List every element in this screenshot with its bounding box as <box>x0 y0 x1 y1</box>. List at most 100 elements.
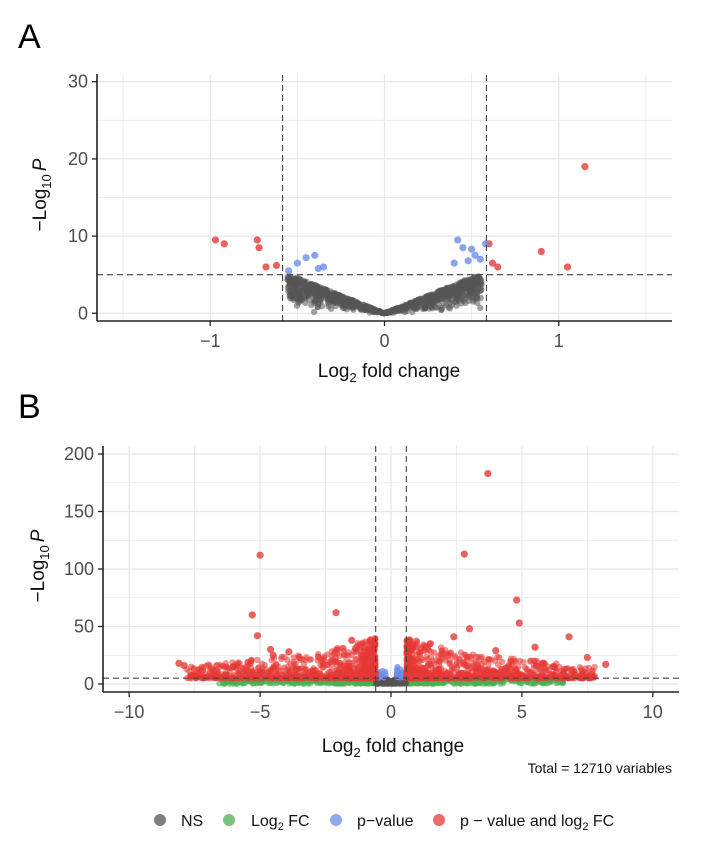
pvalue-and-log2fc-point <box>371 642 379 649</box>
panel-b-y-tick-label: 0 <box>84 674 94 694</box>
log2fc-point <box>251 680 258 687</box>
ns-point <box>461 277 468 285</box>
panel-a-x-tick-label: −1 <box>200 331 221 351</box>
pvalue-and-log2fc-point <box>254 656 261 664</box>
ns-point <box>299 281 307 289</box>
pvalue-and-log2fc-point <box>331 648 338 656</box>
pvalue-and-log2fc-point <box>513 596 521 604</box>
log2fc-point <box>234 680 241 687</box>
ns-point <box>458 282 466 289</box>
ns-point <box>467 275 474 283</box>
panel-b-grid <box>103 446 679 692</box>
legend-label-pvalue-and-log2fc: p − value and log2 FC <box>460 813 614 833</box>
pvalue-and-log2fc-point <box>279 667 286 674</box>
pvalue-point <box>476 255 484 263</box>
panel-a-y-tick-label: 0 <box>78 303 88 323</box>
panel-a-cutoff-lines <box>97 74 672 321</box>
pvalue-and-log2fc-point <box>510 658 518 665</box>
ns-point <box>417 298 425 305</box>
pvalue-and-log2fc-point <box>455 661 463 669</box>
ns-point <box>366 304 373 311</box>
ns-point <box>477 286 485 294</box>
ns-point <box>307 280 315 288</box>
ns-point <box>466 281 473 289</box>
ns-point <box>435 300 442 308</box>
ns-point <box>311 291 319 299</box>
ns-point <box>421 304 429 312</box>
pvalue-and-log2fc-point <box>456 655 463 663</box>
ns-point <box>458 295 466 302</box>
pvalue-and-log2fc-point <box>458 669 465 677</box>
pvalue-and-log2fc-point <box>209 666 217 674</box>
pvalue-and-log2fc-point <box>515 670 522 678</box>
ns-point <box>477 294 484 302</box>
panel-a-ns-points <box>284 273 485 317</box>
pvalue-and-log2fc-point <box>269 651 277 659</box>
pvalue-and-log2fc-point <box>290 654 297 661</box>
pvalue-and-log2fc-point <box>249 669 256 676</box>
pvalue-point <box>302 254 310 262</box>
pvalue-point <box>464 257 472 265</box>
panel-b-y-tick-label: 150 <box>64 502 94 522</box>
pvalue-and-log2fc-point <box>478 653 486 661</box>
ns-point <box>389 679 396 686</box>
pvalue-and-log2fc-point <box>469 660 476 667</box>
pvalue-and-log2fc-point <box>359 640 367 647</box>
pvalue-and-log2fc-point <box>426 640 434 648</box>
pvalue-and-log2fc-point <box>460 550 468 558</box>
panel-label-a: A <box>18 18 41 56</box>
pvalue-and-log2fc-point <box>236 667 243 674</box>
pvalue-and-log2fc-point <box>565 633 573 641</box>
pvalue-and-log2fc-point <box>491 657 499 665</box>
pvalue-point <box>481 240 490 248</box>
pvalue-and-log2fc-point <box>474 659 482 666</box>
ns-point <box>290 275 297 282</box>
pvalue-and-log2fc-point <box>198 666 207 674</box>
ns-point <box>477 304 484 312</box>
pvalue-and-log2fc-point <box>422 667 429 675</box>
pvalue-and-log2fc-point <box>539 659 547 667</box>
pvalue-and-log2fc-point <box>449 668 457 675</box>
ns-point <box>471 284 478 291</box>
panel-b-x-tick-label: −5 <box>250 702 271 722</box>
pvalue-and-log2fc-point <box>435 661 442 668</box>
panel-a-x-tick-label: 0 <box>379 331 389 351</box>
pvalue-and-log2fc-point <box>262 263 270 271</box>
ns-point <box>436 287 444 294</box>
pvalue-and-log2fc-point <box>338 673 345 681</box>
pvalue-and-log2fc-point <box>502 664 510 672</box>
ns-point <box>452 289 459 297</box>
ns-point <box>285 274 292 282</box>
pvalue-and-log2fc-point <box>346 659 353 666</box>
panel-b-y-axis-title: −Log10P <box>28 529 52 602</box>
ns-point <box>328 298 336 305</box>
legend-label-log2fc: Log2 FC <box>251 813 310 833</box>
ns-point <box>321 288 329 295</box>
pvalue-and-log2fc-point <box>413 637 420 644</box>
ns-point <box>425 297 432 304</box>
pvalue-and-log2fc-point <box>535 673 543 680</box>
pvalue-point <box>285 267 293 275</box>
legend-swatch-pvalue <box>330 814 342 826</box>
log2fc-point <box>424 680 431 687</box>
pvalue-and-log2fc-point <box>248 611 256 619</box>
ns-point <box>357 304 365 311</box>
pvalue-and-log2fc-point <box>418 644 425 651</box>
ns-point <box>336 294 343 302</box>
pvalue-and-log2fc-point <box>274 670 281 678</box>
pvalue-point <box>311 251 319 259</box>
panel-b-x-tick-label: 0 <box>386 702 396 722</box>
ns-point <box>445 293 452 300</box>
pvalue-and-log2fc-point <box>180 661 188 670</box>
pvalue-and-log2fc-point <box>256 551 264 559</box>
pvalue-and-log2fc-point <box>488 259 497 267</box>
ns-point <box>297 296 305 303</box>
pvalue-and-log2fc-point <box>427 648 435 655</box>
pvalue-and-log2fc-point <box>438 652 445 660</box>
ns-point <box>293 281 300 288</box>
pvalue-and-log2fc-point <box>481 658 488 666</box>
pvalue-and-log2fc-point <box>448 663 456 671</box>
legend-swatch-pvalue-and-log2fc <box>433 814 445 826</box>
